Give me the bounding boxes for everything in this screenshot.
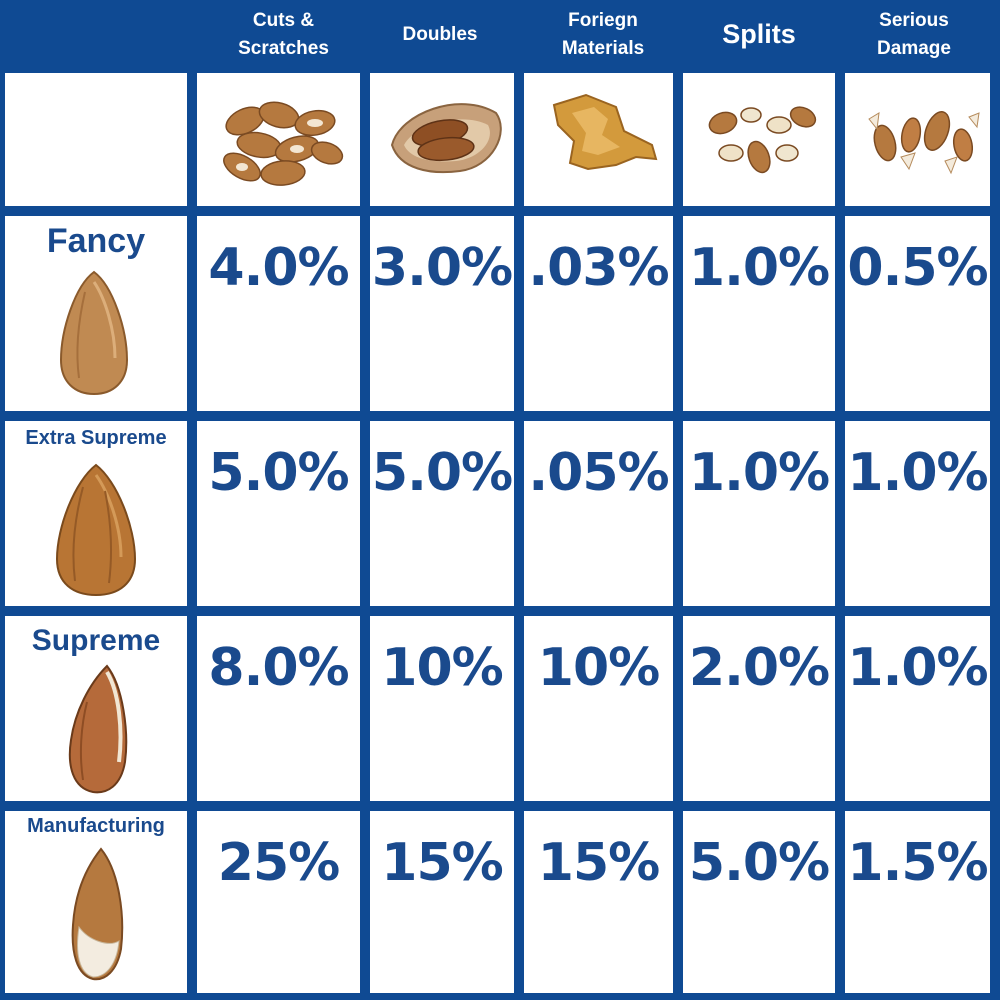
extra-supreme-cuts-scratches-cell: 5.0% [197, 421, 360, 606]
almond-splits-icon [708, 106, 817, 174]
tolerance-value: 1.0% [847, 638, 988, 698]
tolerance-value: 10% [381, 638, 503, 698]
manufacturing-foreign-materials-cell: 15% [524, 811, 673, 993]
tolerance-value: .03% [528, 238, 669, 298]
fancy-serious-damage-cell: 0.5% [845, 216, 990, 411]
tolerance-value: 5.0% [371, 443, 513, 503]
column-header-cuts-scratches: Cuts & Scratches [238, 10, 329, 59]
supreme-splits-cell: 2.0% [683, 616, 835, 801]
tolerance-value: 2.0% [688, 638, 830, 698]
cuts-scratches-image-cell [197, 73, 360, 206]
manufacturing-serious-damage-cell: 1.5% [845, 811, 990, 993]
extra-supreme-splits-cell: 1.0% [683, 421, 835, 606]
tolerance-value: 0.5% [847, 238, 988, 298]
tolerance-value: 10% [537, 638, 660, 698]
supreme-foreign-materials-cell: 10% [524, 616, 673, 801]
manufacturing-doubles-cell: 15% [370, 811, 514, 993]
tolerance-value: .05% [528, 443, 669, 503]
damaged-almonds-icon [868, 111, 980, 175]
serious-damage-image-cell [845, 73, 990, 206]
almond-supreme-icon [68, 664, 128, 794]
supreme-cuts-scratches-cell: 8.0% [197, 616, 360, 801]
foreign-materials-image-cell [524, 73, 673, 206]
tolerance-value: 1.0% [688, 238, 830, 298]
manufacturing-splits-cell: 5.0% [683, 811, 835, 993]
grade-cell-supreme: Supreme [5, 616, 187, 801]
tolerance-value: 1.0% [688, 443, 830, 503]
fancy-foreign-materials-cell: .03% [524, 216, 673, 411]
supreme-doubles-cell: 10% [370, 616, 514, 801]
almonds-cuts-icon [223, 101, 344, 186]
splits-image-cell [683, 73, 835, 206]
extra-supreme-foreign-materials-cell: .05% [524, 421, 673, 606]
manufacturing-cuts-scratches-cell: 25% [197, 811, 360, 993]
grade-name: Supreme [31, 624, 161, 657]
tolerance-value: 15% [537, 833, 660, 893]
foreign-material-icon [552, 93, 658, 171]
almond-double-icon [390, 103, 502, 174]
corner-cell [5, 73, 187, 206]
tolerance-value: 25% [217, 833, 340, 893]
column-header-splits: Splits [722, 19, 796, 50]
grade-cell-extra-supreme: Extra Supreme [5, 421, 187, 606]
tolerance-value: 4.0% [208, 238, 349, 298]
tolerance-value: 5.0% [208, 443, 349, 503]
extra-supreme-doubles-cell: 5.0% [370, 421, 514, 606]
tolerance-value: 8.0% [208, 638, 349, 698]
supreme-serious-damage-cell: 1.0% [845, 616, 990, 801]
grade-cell-manufacturing: Manufacturing [5, 811, 187, 993]
tolerance-value: 1.0% [847, 443, 988, 503]
doubles-image-cell [370, 73, 514, 206]
column-header-doubles: Doubles [402, 24, 478, 46]
fancy-cuts-scratches-cell: 4.0% [197, 216, 360, 411]
column-header-serious-damage: Serious Damage [877, 10, 951, 59]
grade-name: Fancy [46, 222, 146, 260]
almond-extra-supreme-icon [55, 463, 137, 597]
grade-cell-fancy: Fancy [5, 216, 187, 411]
almond-fancy-icon [59, 270, 129, 396]
fancy-doubles-cell: 3.0% [370, 216, 514, 411]
tolerance-value: 1.5% [847, 833, 988, 893]
almond-manufacturing-icon [71, 847, 124, 981]
tolerance-value: 5.0% [688, 833, 830, 893]
extra-supreme-serious-damage-cell: 1.0% [845, 421, 990, 606]
tolerance-value: 3.0% [371, 238, 513, 298]
grade-name: Extra Supreme [25, 427, 167, 449]
grade-name: Manufacturing [27, 815, 165, 837]
column-header-foreign-materials: Foriegn Materials [561, 10, 645, 59]
tolerance-value: 15% [381, 833, 503, 893]
fancy-splits-cell: 1.0% [683, 216, 835, 411]
